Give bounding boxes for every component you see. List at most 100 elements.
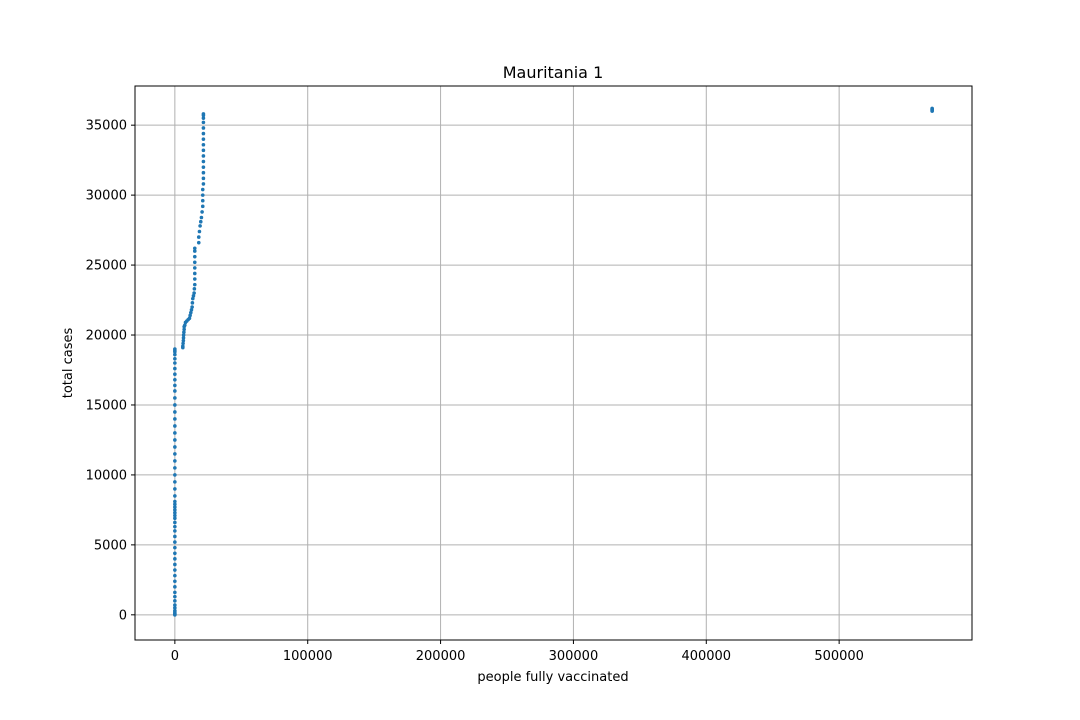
data-point	[201, 112, 206, 116]
data-point	[173, 417, 177, 421]
data-point	[197, 229, 202, 234]
data-point	[198, 219, 203, 224]
data-point	[183, 323, 187, 328]
data-point	[173, 606, 177, 610]
data-point	[173, 513, 177, 518]
data-point	[173, 431, 177, 435]
y-tick-label: 25000	[86, 259, 127, 274]
data-points	[173, 106, 934, 617]
x-axis-ticks: 0 100000 200000 300000 400000 500000	[171, 640, 864, 664]
data-point	[173, 568, 177, 572]
data-point	[187, 316, 192, 321]
data-point	[201, 154, 206, 158]
x-tick-label: 500000	[814, 649, 864, 664]
data-point	[201, 148, 206, 153]
data-point	[189, 310, 193, 315]
data-point	[173, 396, 177, 400]
data-point	[198, 224, 202, 228]
y-tick-label: 0	[119, 608, 127, 623]
data-point	[173, 410, 177, 414]
data-point	[173, 508, 177, 512]
data-point	[173, 540, 177, 544]
data-point	[190, 305, 194, 309]
data-point	[200, 204, 205, 209]
data-point	[173, 452, 177, 456]
data-point	[190, 301, 195, 305]
data-point	[201, 137, 206, 141]
data-point	[173, 347, 177, 351]
data-point	[173, 551, 177, 556]
data-point	[192, 282, 197, 287]
data-point	[173, 603, 177, 607]
data-point	[190, 296, 195, 301]
data-point	[173, 389, 177, 393]
data-point	[196, 235, 201, 239]
data-point	[173, 480, 177, 484]
data-point	[173, 466, 177, 470]
data-point	[201, 165, 206, 169]
data-point	[200, 210, 204, 214]
data-point	[173, 585, 177, 589]
data-point	[173, 352, 177, 357]
data-point	[192, 254, 197, 259]
data-point	[182, 330, 186, 335]
data-point	[201, 170, 206, 175]
data-point	[173, 372, 177, 376]
data-point	[201, 131, 206, 136]
data-point	[181, 341, 185, 346]
data-point	[173, 366, 177, 371]
chart-title: Mauritania 1	[503, 63, 604, 82]
y-tick-label: 30000	[86, 189, 127, 204]
data-point	[196, 240, 201, 245]
data-point	[173, 516, 177, 521]
grid-lines	[135, 86, 972, 640]
data-point	[173, 562, 177, 567]
data-point	[192, 266, 197, 270]
data-point	[173, 377, 177, 382]
data-point	[201, 126, 206, 130]
data-point	[173, 487, 177, 491]
y-axis-ticks: 0 5000 10000 15000 20000 25000 30000 35000	[86, 119, 135, 623]
data-point	[173, 573, 177, 578]
data-point	[192, 249, 197, 253]
data-point	[182, 327, 186, 332]
data-point	[173, 510, 177, 515]
data-point	[173, 534, 177, 539]
data-point	[181, 338, 186, 343]
data-point	[192, 246, 197, 251]
data-point	[181, 336, 186, 340]
data-point	[192, 260, 197, 265]
data-point	[192, 271, 197, 276]
plot-frame	[134, 85, 973, 641]
data-point	[201, 116, 206, 120]
x-tick-label: 400000	[681, 649, 731, 664]
y-axis-label: total cases	[61, 328, 76, 399]
data-point	[199, 215, 204, 220]
data-point	[188, 313, 192, 318]
data-point	[173, 499, 177, 504]
data-point	[181, 333, 186, 337]
y-tick-label: 10000	[86, 468, 127, 483]
data-point	[201, 120, 206, 125]
data-point	[173, 608, 177, 613]
data-point	[173, 361, 177, 365]
x-axis-label: people fully vaccinated	[477, 670, 628, 685]
data-point	[173, 594, 177, 599]
data-point	[201, 142, 206, 147]
data-point	[173, 438, 177, 442]
data-point	[173, 599, 177, 603]
data-point	[173, 403, 177, 407]
x-tick-label: 300000	[549, 649, 599, 664]
data-point	[200, 187, 205, 192]
data-point	[173, 557, 177, 561]
data-point	[173, 590, 177, 595]
data-point	[173, 502, 177, 507]
data-point	[173, 459, 177, 463]
data-point	[200, 198, 205, 203]
data-point	[192, 277, 197, 281]
y-tick-label: 20000	[86, 329, 127, 344]
data-point	[189, 308, 194, 312]
data-point	[201, 182, 206, 186]
